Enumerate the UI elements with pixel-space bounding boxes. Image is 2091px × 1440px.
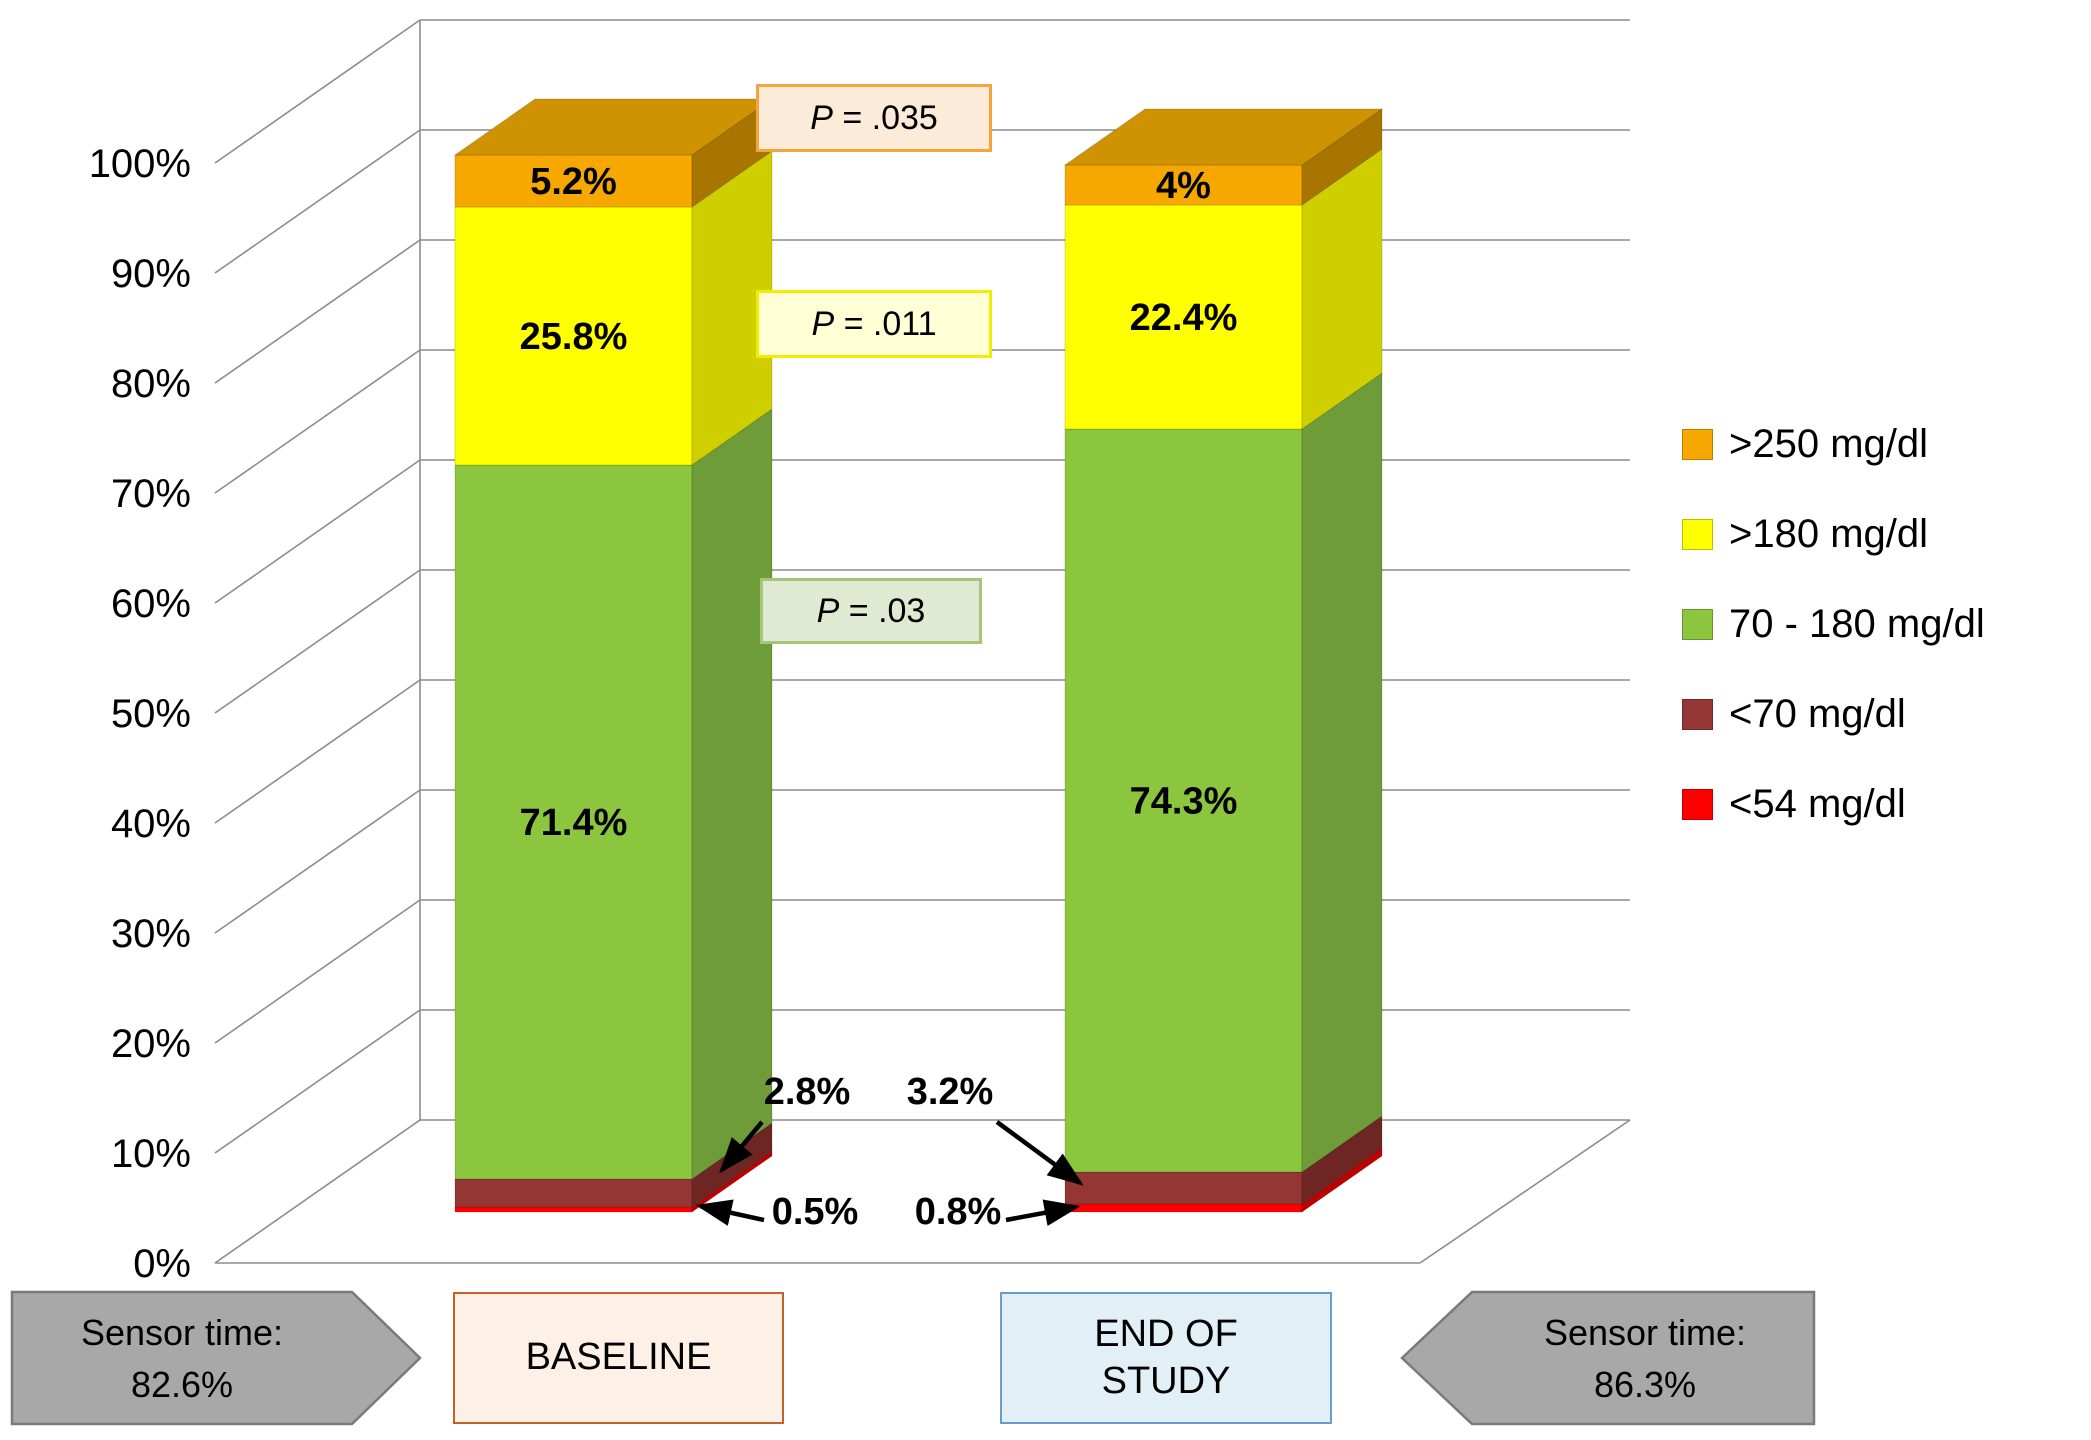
chart-legend: >250 mg/dl >180 mg/dl 70 - 180 mg/dl <70 mg… <box>1682 422 1985 826</box>
y-axis-tick-label: 90% <box>111 252 191 296</box>
bar-segment-side <box>1301 372 1383 1173</box>
bar-segment-side <box>691 408 773 1180</box>
bar-data-label: 74.3% <box>1130 781 1238 823</box>
category-label-text: END OF STUDY <box>1094 1312 1238 1403</box>
callout-label: 0.5% <box>772 1191 859 1233</box>
y-axis-tick-label: 10% <box>111 1132 191 1176</box>
y-axis-tick-label: 50% <box>111 692 191 736</box>
sensor-time-left: Sensor time: 82.6% <box>22 1306 342 1412</box>
callout-label: 0.8% <box>915 1191 1002 1233</box>
callout-arrow <box>995 1120 1084 1186</box>
y-axis-tick-label: 20% <box>111 1022 191 1066</box>
callout-label: 2.8% <box>764 1071 851 1113</box>
sensor-time-right: Sensor time: 86.3% <box>1486 1306 1804 1412</box>
gridline-diagonal <box>214 679 421 824</box>
gridline-diagonal <box>214 569 421 714</box>
category-label-baseline: BASELINE <box>453 1292 784 1424</box>
bar-segment-front <box>454 1206 693 1213</box>
bar-segment-front <box>454 1178 693 1208</box>
gridline-diagonal <box>214 239 421 384</box>
gridline-diagonal <box>214 1009 421 1154</box>
legend-label: >180 mg/dl <box>1729 512 1929 556</box>
sensor-time-value: 82.6% <box>130 1364 234 1405</box>
y-axis-tick-label: 40% <box>111 802 191 846</box>
category-label-text: BASELINE <box>525 1336 712 1379</box>
bar-segment-front <box>1064 1171 1303 1205</box>
y-axis-tick-label: 0% <box>133 1242 191 1286</box>
p-value-text: P = .035 <box>810 98 938 137</box>
bar-data-label: 4% <box>1156 165 1211 207</box>
legend-item: 70 - 180 mg/dl <box>1682 602 1985 646</box>
gridline-diagonal <box>214 459 421 604</box>
legend-item: >180 mg/dl <box>1682 512 1985 556</box>
legend-label: >250 mg/dl <box>1729 422 1929 466</box>
floor-right-edge <box>1419 1119 1631 1264</box>
callout-label: 3.2% <box>907 1071 994 1113</box>
sensor-time-value: 86.3% <box>1593 1364 1697 1405</box>
p-value-text: P = .03 <box>816 591 926 630</box>
y-axis-tick-label: 60% <box>111 582 191 626</box>
bar-data-label: 25.8% <box>520 316 628 358</box>
p-value-box-gt250: P = .035 <box>756 84 992 152</box>
callout-arrow <box>1005 1199 1081 1227</box>
legend-label: <70 mg/dl <box>1729 692 1906 736</box>
category-label-end-of-study: END OF STUDY <box>1000 1292 1332 1424</box>
legend-item: <54 mg/dl <box>1682 782 1985 826</box>
legend-swatch-icon <box>1682 788 1713 820</box>
y-axis-tick-label: 70% <box>111 472 191 516</box>
gridline-diagonal <box>214 899 421 1044</box>
p-value-box-gt180: P = .011 <box>756 290 992 358</box>
callout-arrow <box>695 1199 765 1226</box>
bar-segment-top <box>1063 108 1384 166</box>
p-value-box-70-180: P = .03 <box>760 578 982 644</box>
y-axis-tick-label: 30% <box>111 912 191 956</box>
gridline-diagonal <box>214 129 421 274</box>
legend-label: 70 - 180 mg/dl <box>1729 602 1985 646</box>
p-value-text: P = .011 <box>811 304 937 343</box>
sensor-time-label: Sensor time: <box>1543 1311 1747 1353</box>
bar-data-label: 22.4% <box>1130 297 1238 339</box>
bar-segment-front <box>1064 1203 1303 1213</box>
y-axis-tick-label: 100% <box>89 142 191 186</box>
y-axis-tick-label: 80% <box>111 362 191 406</box>
legend-swatch-icon <box>1682 518 1713 550</box>
bar-data-label: 71.4% <box>520 802 628 844</box>
sensor-time-label: Sensor time: <box>80 1311 284 1353</box>
callout-arrow <box>719 1120 764 1174</box>
gridline-diagonal <box>214 349 421 494</box>
legend-swatch-icon <box>1682 428 1713 460</box>
sensor-time-arrow-left <box>10 1290 422 1426</box>
gridline-diagonal <box>214 19 421 164</box>
legend-label: <54 mg/dl <box>1729 782 1906 826</box>
legend-swatch-icon <box>1682 698 1713 730</box>
legend-item: >250 mg/dl <box>1682 422 1985 466</box>
sensor-time-arrow-right <box>1400 1290 1816 1426</box>
legend-swatch-icon <box>1682 608 1713 640</box>
gridline-diagonal <box>214 789 421 934</box>
bar-data-label: 5.2% <box>530 161 617 203</box>
legend-item: <70 mg/dl <box>1682 692 1985 736</box>
gridline-diagonal <box>214 1119 421 1264</box>
